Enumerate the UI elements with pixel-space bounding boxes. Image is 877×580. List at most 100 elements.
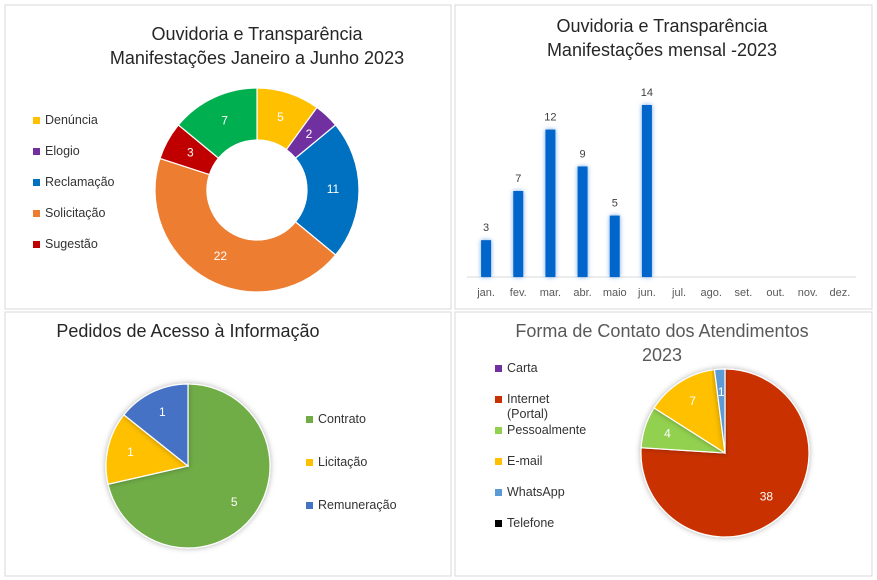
legend-swatch [33, 179, 40, 186]
data-label: 14 [641, 87, 653, 99]
data-label: 1 [127, 445, 134, 459]
legend-item: Telefone [495, 516, 589, 531]
chart-title: Ouvidoria e Transparência [556, 16, 768, 36]
data-label: 7 [221, 113, 228, 127]
legend-item: Reclamação [33, 175, 127, 190]
slice [294, 124, 360, 256]
x-tick-label: maio [603, 287, 627, 299]
panel [4, 311, 452, 577]
legend-label: Carta [507, 361, 538, 375]
legend-swatch [33, 148, 40, 155]
chart-title: Manifestações Janeiro a Junho 2023 [110, 48, 404, 68]
legend-swatch [33, 241, 40, 248]
slice [177, 87, 258, 159]
data-label: 7 [515, 173, 521, 185]
x-tick-label: nov. [798, 287, 818, 299]
legend-swatch [306, 416, 313, 423]
legend-label: Internet (Portal) [507, 392, 550, 421]
data-label: 9 [580, 148, 586, 160]
data-label: 4 [664, 426, 671, 440]
data-label: 3 [187, 146, 194, 160]
x-tick-label: set. [735, 287, 753, 299]
bar [577, 166, 588, 277]
data-label: 3 [483, 222, 489, 234]
bar [545, 129, 556, 277]
data-label: 5 [277, 110, 284, 124]
legend-item: Contrato [306, 412, 400, 427]
legend-label: Contrato [318, 412, 366, 426]
legend-label: Solicitação [45, 206, 106, 220]
slice [713, 368, 726, 454]
slice [640, 368, 810, 538]
data-label: 7 [689, 394, 696, 408]
slice [154, 157, 337, 293]
legend-swatch [33, 210, 40, 217]
chart-title: Manifestações mensal -2023 [547, 40, 777, 60]
bar [641, 105, 652, 277]
data-label: 1 [718, 385, 725, 399]
panel [4, 4, 452, 310]
legend-item: Solicitação [33, 206, 127, 221]
legend-item: Pessoalmente [495, 423, 589, 438]
x-tick-label: dez. [830, 287, 851, 299]
legend-item: Carta [495, 361, 589, 376]
legend-label: Reclamação [45, 175, 115, 189]
chart-title: Forma de Contato dos Atendimentos [515, 321, 808, 341]
x-tick-label: out. [766, 287, 784, 299]
legend-label: E-mail [507, 454, 543, 468]
data-label: 22 [214, 249, 228, 263]
slice [105, 414, 190, 485]
legend-swatch [495, 489, 502, 496]
x-tick-label: abr. [573, 287, 591, 299]
legend-label: Remuneração [318, 498, 397, 512]
x-tick-label: jan. [476, 287, 495, 299]
bar [609, 215, 620, 277]
slice [123, 383, 189, 468]
data-label: 2 [306, 127, 313, 141]
legend-item: Remuneração [306, 498, 400, 513]
legend-label: WhatsApp [507, 485, 565, 499]
legend-swatch [33, 117, 40, 124]
legend-label: Sugestão [45, 237, 98, 251]
legend-swatch [306, 502, 313, 509]
data-label: 5 [231, 495, 238, 509]
data-label: 11 [327, 182, 340, 196]
x-tick-label: ago. [701, 287, 722, 299]
data-label: 1 [159, 405, 166, 419]
legend-swatch [495, 458, 502, 465]
legend-label: Licitação [318, 455, 368, 469]
legend-swatch [306, 459, 313, 466]
chart-title: Pedidos de Acesso à Informação [56, 321, 319, 341]
chart-title: 2023 [642, 345, 682, 365]
legend-label: Elogio [45, 144, 80, 158]
bar [481, 240, 492, 277]
x-tick-label: mar. [540, 287, 561, 299]
legend-swatch [495, 365, 502, 372]
x-tick-label: jul. [671, 287, 686, 299]
panel [454, 4, 873, 310]
legend-swatch [495, 427, 502, 434]
legend-swatch [495, 396, 502, 403]
slice [653, 368, 726, 455]
slice [107, 383, 271, 549]
panel [454, 311, 873, 577]
legend-item: Sugestão [33, 237, 127, 252]
bar [513, 191, 524, 277]
legend-label: Pessoalmente [507, 423, 587, 437]
legend-item: Denúncia [33, 113, 127, 128]
x-tick-label: jun. [637, 287, 656, 299]
x-tick-label: fev. [510, 287, 527, 299]
legend-label: Telefone [507, 516, 555, 530]
data-label: 38 [760, 489, 774, 503]
legend-swatch [495, 520, 502, 527]
data-label: 5 [612, 197, 618, 209]
data-label: 12 [544, 111, 556, 123]
legend-item: Internet (Portal) [495, 392, 589, 422]
legend-item: WhatsApp [495, 485, 589, 500]
chart-title: Ouvidoria e Transparência [151, 24, 363, 44]
legend-item: Elogio [33, 144, 127, 159]
legend-label: Denúncia [45, 113, 98, 127]
legend-item: E-mail [495, 454, 589, 469]
